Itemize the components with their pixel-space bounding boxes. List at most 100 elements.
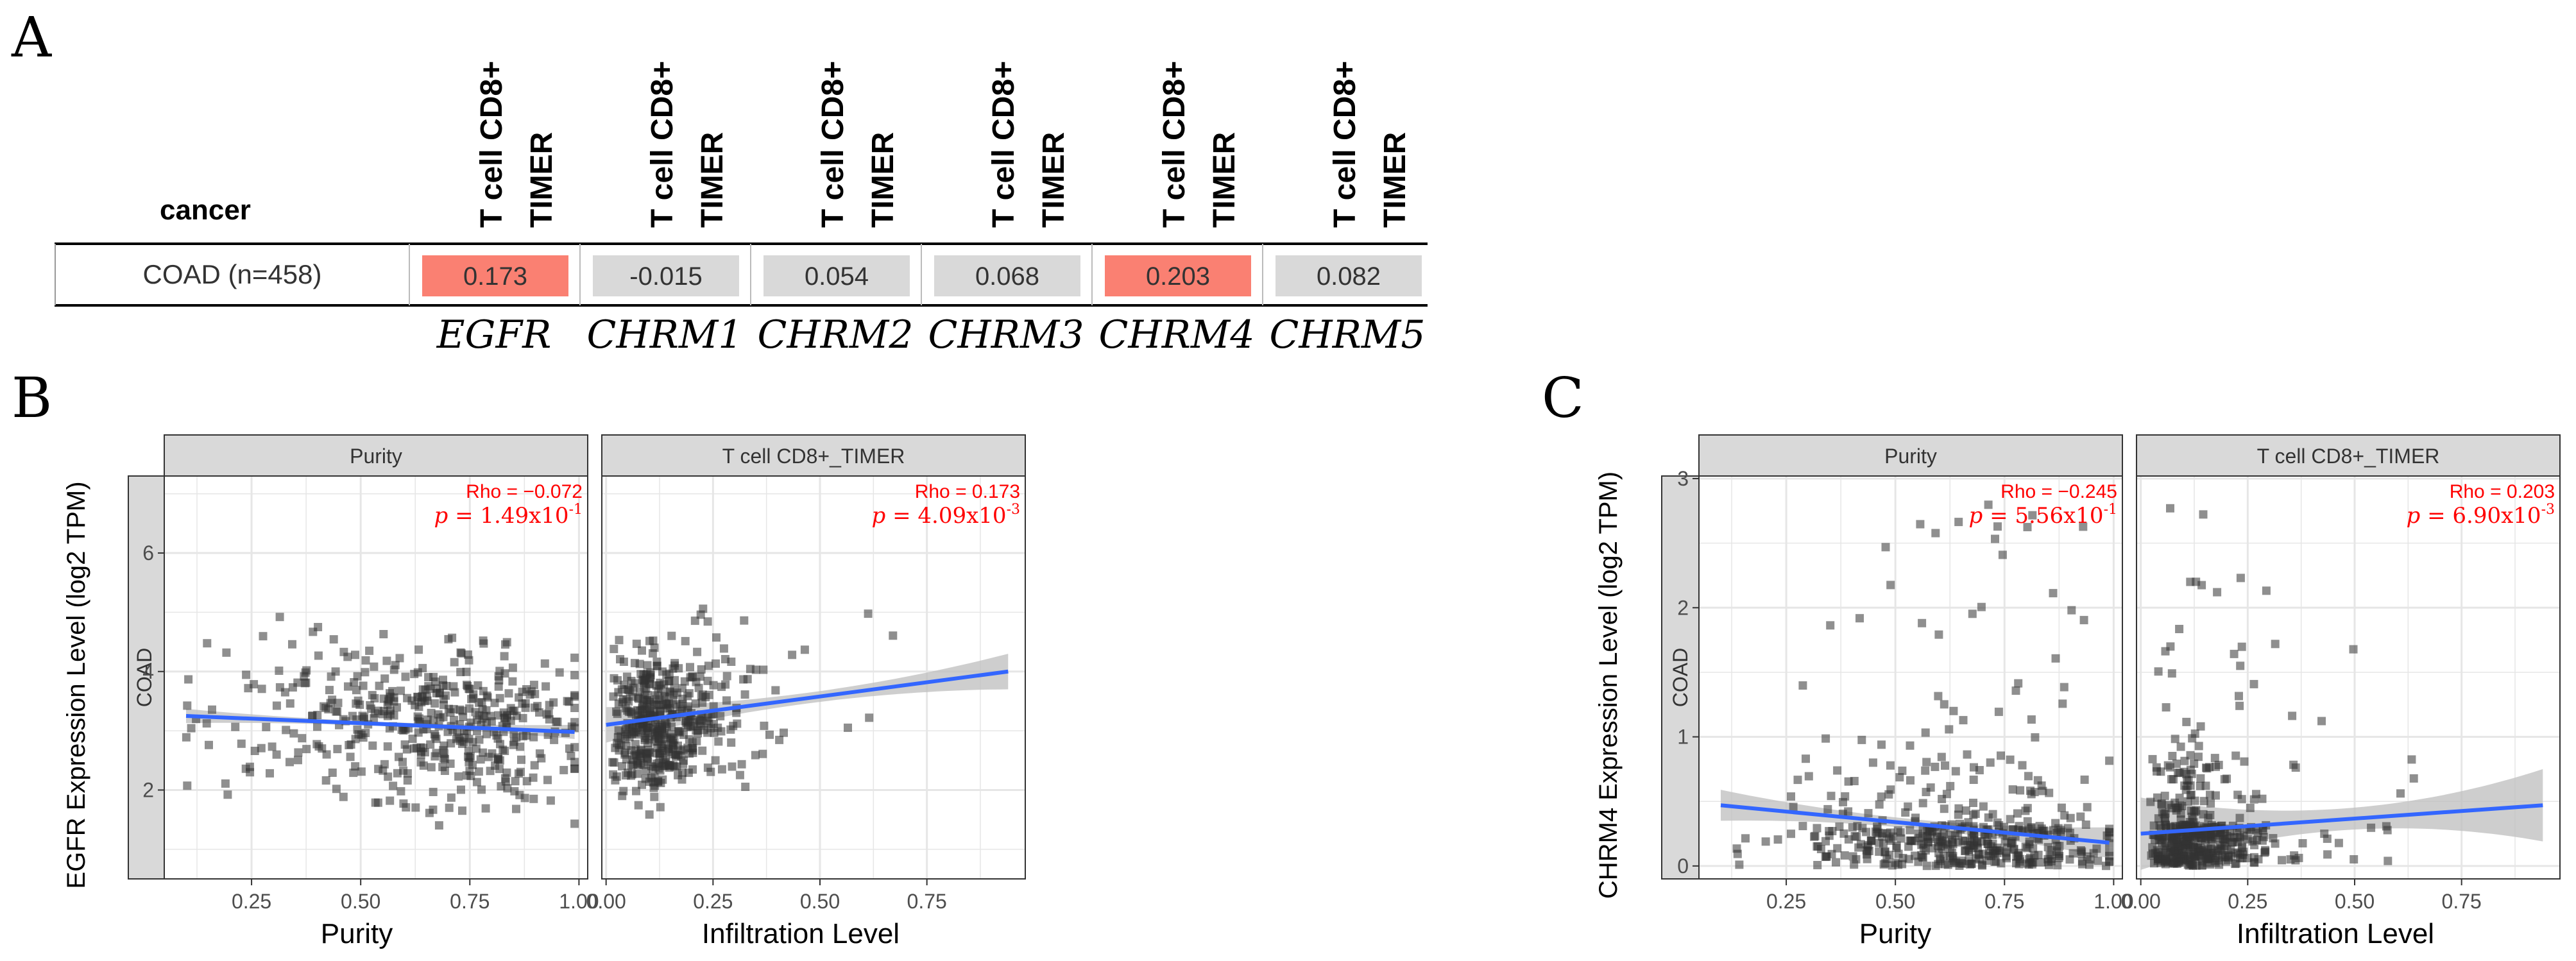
data-point (439, 681, 448, 690)
data-point (2190, 807, 2199, 816)
data-point (616, 655, 624, 664)
data-point (1850, 777, 1859, 785)
data-point (1966, 860, 1975, 869)
data-point (1979, 802, 1988, 811)
data-point (208, 705, 216, 714)
y-tick-label: 6 (142, 541, 154, 565)
data-point (1898, 854, 1907, 862)
data-point (518, 699, 527, 708)
data-point (1833, 766, 1842, 775)
data-point (419, 744, 428, 753)
data-point (555, 668, 564, 677)
data-point (1895, 773, 1904, 782)
data-point (313, 711, 322, 719)
data-point (1898, 766, 1907, 775)
data-point (1906, 826, 1915, 835)
data-point (2154, 836, 2163, 845)
data-point (712, 633, 721, 642)
data-point (2024, 772, 2033, 781)
data-point (389, 665, 398, 674)
data-point (518, 687, 527, 696)
data-point (2006, 755, 2015, 764)
data-point (414, 645, 423, 654)
data-point (504, 689, 513, 698)
data-point (740, 690, 749, 699)
data-point (643, 661, 652, 670)
data-point (758, 749, 767, 758)
data-point (1932, 833, 1941, 842)
data-point (2291, 763, 2300, 772)
p-number: = 4.09x10 (885, 503, 1006, 529)
data-point (2239, 847, 2248, 856)
data-point (2105, 756, 2114, 765)
regression-line (1720, 803, 2110, 845)
data-point (714, 737, 723, 746)
data-point (272, 701, 281, 710)
table-cell: 0.068 (934, 255, 1080, 296)
data-point (570, 819, 579, 828)
data-point (280, 688, 289, 697)
data-point (1875, 838, 1884, 847)
data-point (484, 753, 493, 761)
data-point (1922, 862, 1931, 871)
data-point (2246, 803, 2255, 812)
data-point (537, 754, 546, 763)
data-point (1741, 834, 1750, 843)
strip (1698, 434, 2123, 477)
data-point (1977, 602, 1986, 611)
row-strip (128, 475, 165, 880)
data-point (535, 708, 543, 717)
data-point (418, 663, 427, 672)
column-header-egfr: T cell CD8+ TIMER (475, 61, 559, 228)
data-point (760, 721, 769, 730)
data-point (699, 604, 708, 613)
column-header-line1: T cell CD8+ (475, 61, 509, 228)
data-point (1940, 829, 1949, 838)
rho-text: Rho = 0.203 (2450, 481, 2555, 502)
data-point (1991, 534, 1999, 543)
data-point (368, 741, 377, 750)
data-point (401, 672, 410, 681)
data-point (638, 646, 646, 655)
data-point (2210, 854, 2219, 862)
data-point (620, 750, 629, 759)
y-axis-label: EGFR Expression Level (log2 TPM) (62, 481, 90, 889)
p-value-text: p = 6.90x10-3 (2407, 502, 2555, 529)
data-point (272, 750, 281, 759)
row-strip-label: COAD (1669, 648, 1692, 707)
subplot-purity: Purity 0.25 0.50 0.75 1.00 2 4 6 Rho = −0.072… (142, 434, 599, 949)
data-point (2066, 813, 2075, 822)
data-point (2231, 751, 2240, 760)
data-point (1884, 790, 1893, 799)
data-point (1839, 797, 1847, 806)
data-point (1975, 766, 1984, 774)
data-point (2182, 717, 2191, 726)
data-point (370, 662, 379, 671)
data-point (379, 630, 388, 638)
data-point (447, 793, 456, 802)
data-point (477, 698, 486, 706)
data-point (2008, 785, 2017, 794)
data-point (570, 692, 579, 701)
data-point (650, 792, 659, 801)
table-row-label: COAD (n=458) (143, 259, 322, 289)
p-symbol: p (434, 503, 448, 529)
regression-line (185, 714, 575, 734)
data-point (262, 722, 271, 731)
data-point (370, 709, 379, 718)
data-point (2162, 703, 2171, 712)
data-point (1897, 834, 1906, 843)
data-point (844, 723, 852, 732)
data-point (300, 672, 309, 681)
data-point (497, 782, 506, 791)
data-point (643, 738, 652, 747)
data-point (653, 661, 661, 670)
data-point (615, 636, 624, 645)
data-point (2236, 574, 2245, 583)
data-point (800, 645, 809, 654)
data-point (257, 685, 266, 693)
data-point (672, 751, 681, 760)
data-point (542, 682, 550, 691)
data-point (529, 681, 538, 690)
